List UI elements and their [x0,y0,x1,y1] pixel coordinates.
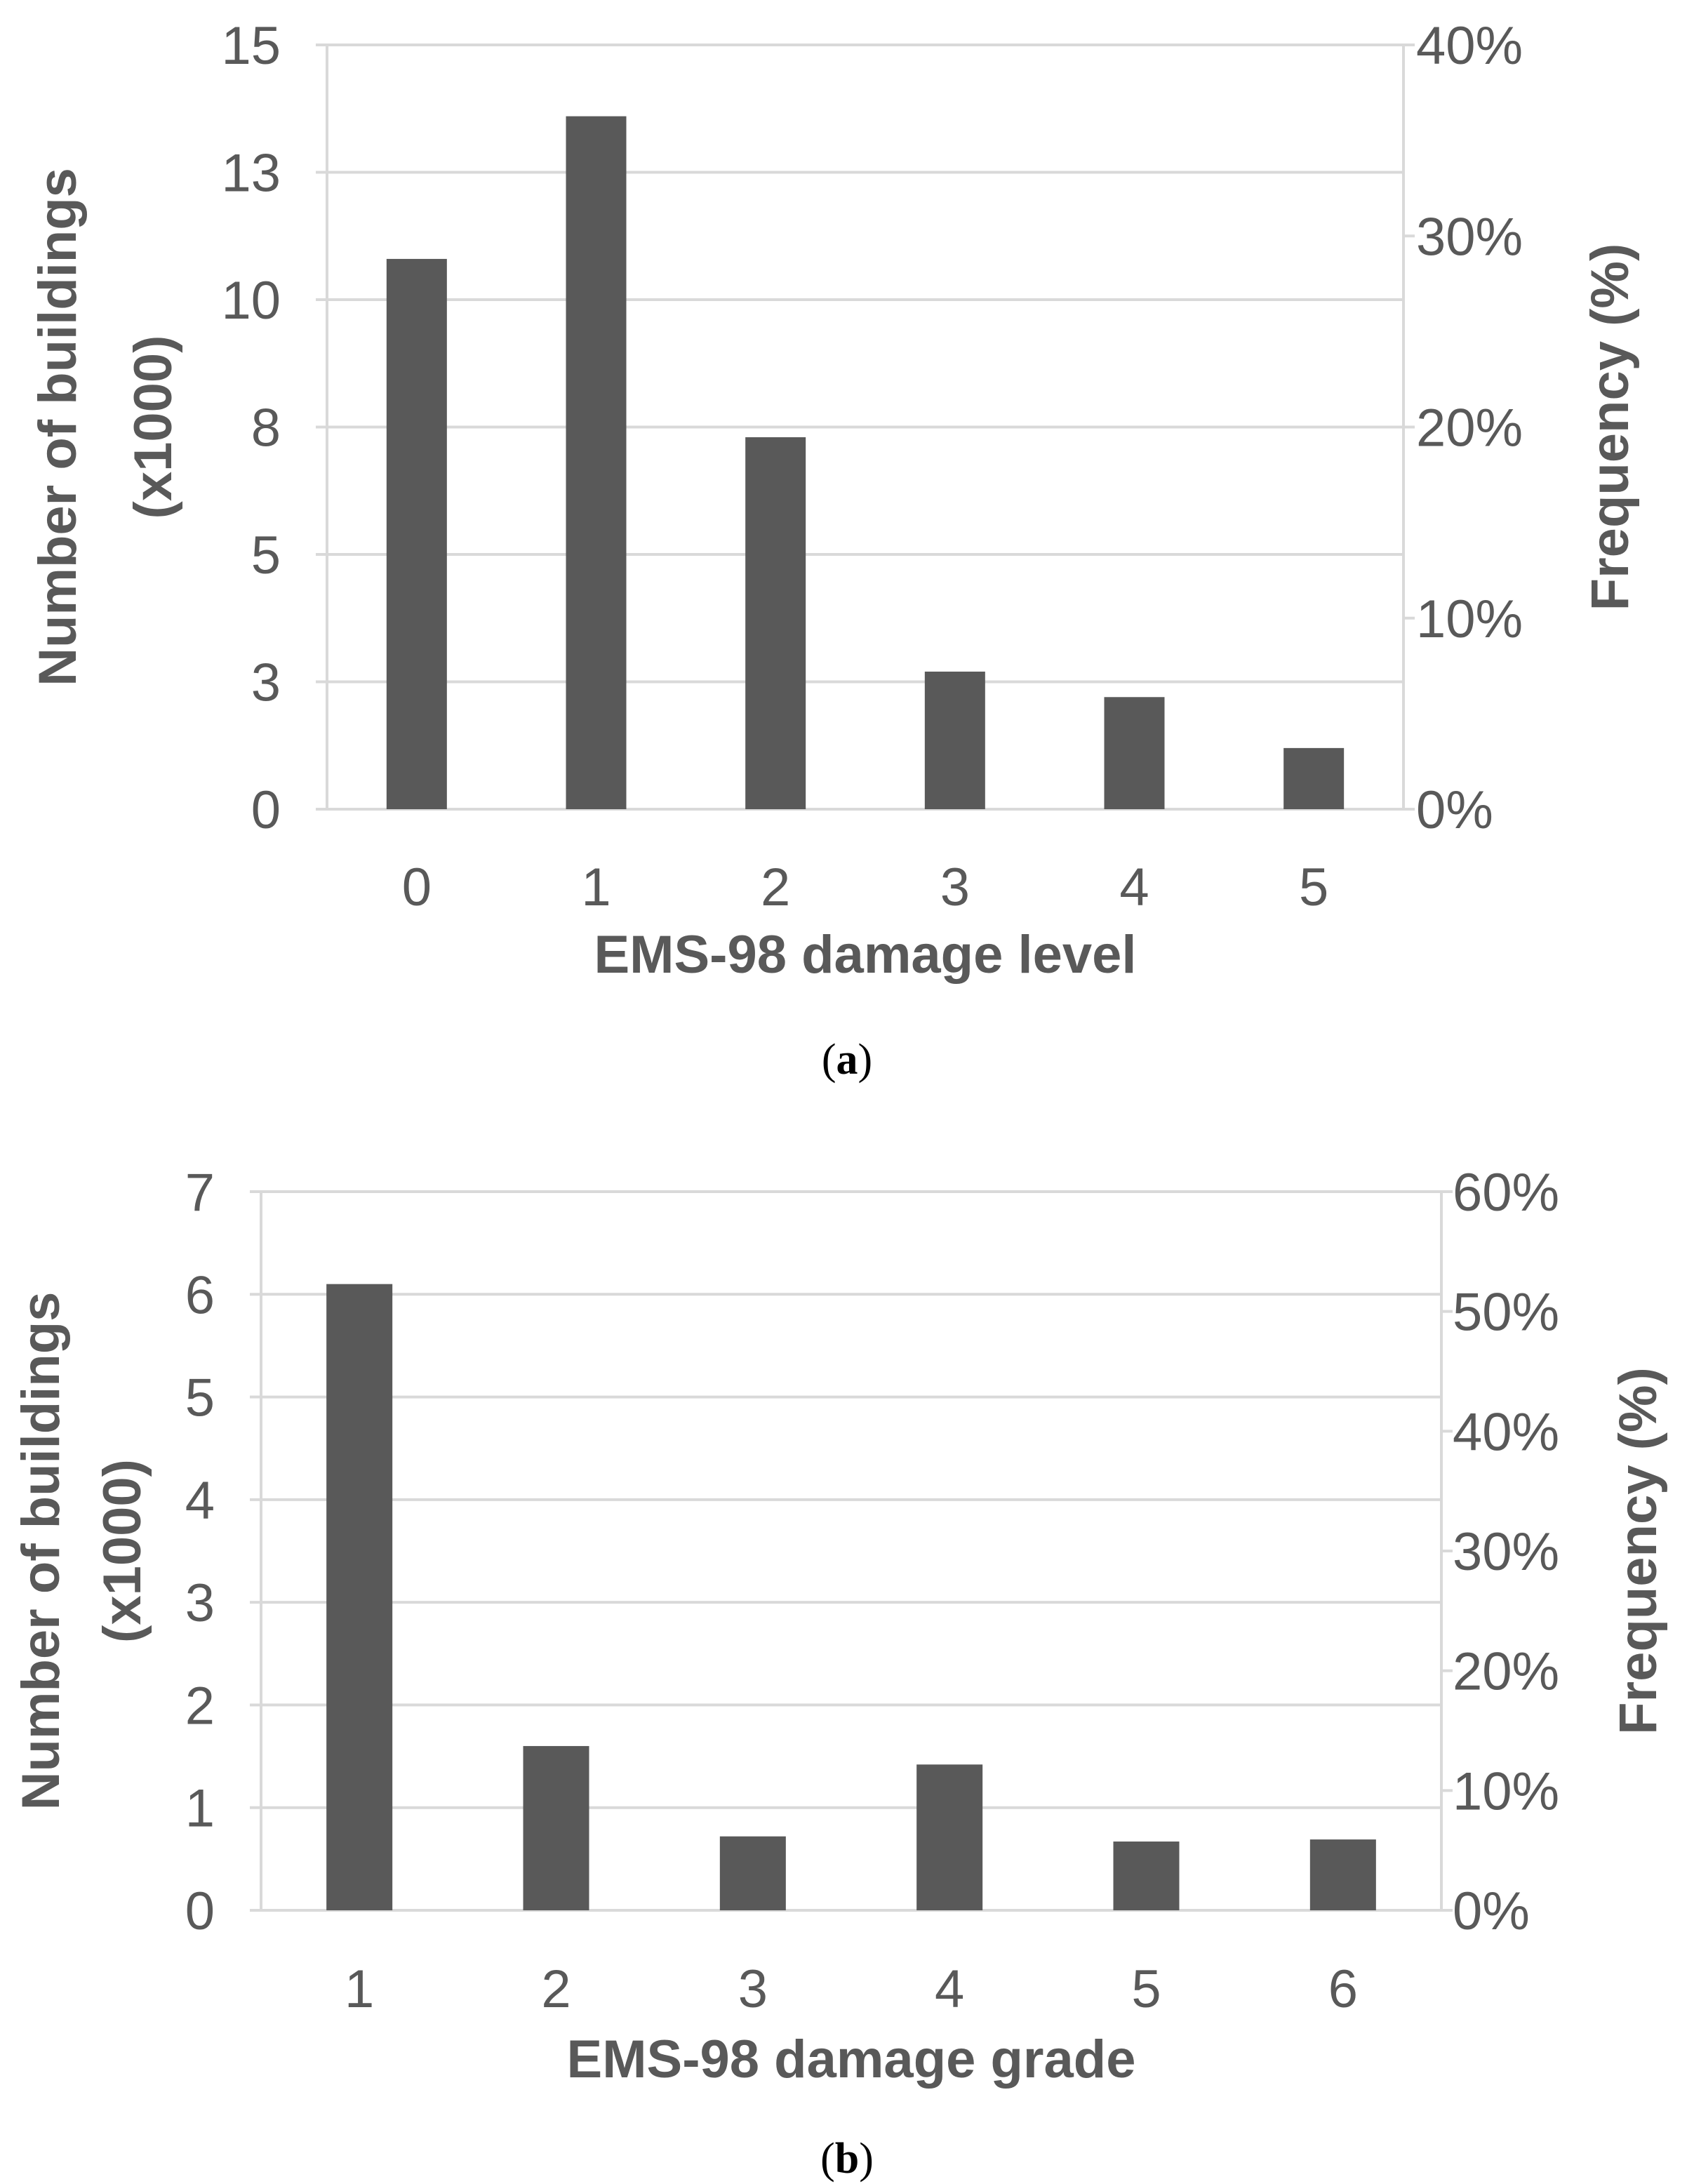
caption: (a) [822,1036,872,1084]
x-tick-label: 6 [1328,1959,1358,2019]
y-tick-label: 3 [251,653,281,713]
x-axis-title: EMS-98 damage level [594,925,1136,985]
caption-letter: b [835,2135,859,2183]
y2-tick-label: 30% [1453,1522,1559,1582]
y2-tick-label: 10% [1453,1762,1559,1821]
y-tick-label: 4 [185,1471,215,1531]
x-tick-label: 3 [940,858,970,917]
caption-open: ( [822,1036,836,1084]
x-tick-label: 3 [738,1959,768,2019]
caption-open: ( [820,2135,835,2183]
x-tick-label: 0 [402,858,432,917]
y-tick-label: 2 [185,1676,215,1736]
chart-b: 0 1 2 3 4 5 6 7 0% 10% 20% 30% 40% 50% 60% 1 2 3 4 5 6 EMS-98… [11,1163,1668,2183]
bar-6 [1309,1839,1376,1910]
caption: (b) [820,2135,874,2183]
y2-axis-title: Frequency (%) [1580,244,1640,611]
y2-axis-title: Frequency (%) [1608,1367,1668,1735]
y-tick-label: 3 [185,1573,215,1633]
bar-5 [1113,1841,1180,1910]
y2-tick-label: 0% [1416,780,1493,840]
y-tick-label: 0 [185,1882,215,1941]
x-tick-label: 2 [541,1959,571,2019]
y2-tick-label: 30% [1416,207,1523,267]
y-tick-label: 5 [251,526,281,585]
x-tick-label: 1 [345,1959,374,2019]
bar-3 [924,671,985,809]
x-tick-label: 5 [1131,1959,1161,2019]
x-axis-title: EMS-98 damage grade [567,2030,1136,2089]
y-tick-label: 10 [221,271,281,331]
caption-close: ) [859,2135,874,2183]
y-tick-label: 13 [221,144,281,204]
y2-tick-label: 20% [1416,399,1523,458]
y2-tick-label: 0% [1453,1882,1530,1941]
y2-tick-label: 40% [1453,1402,1559,1462]
bar-1 [326,1284,393,1910]
y2-tick-label: 10% [1416,590,1523,649]
bar-4 [1104,697,1165,809]
y-axis-title-line2: (x1000) [93,1459,152,1643]
y-tick-label: 15 [221,16,281,76]
chart-a: 0 3 5 8 10 13 15 0% 10% 20% 30% 40% 0 1 2 3 4 5 EMS-98 dam… [28,16,1640,1084]
caption-letter: a [836,1036,858,1084]
bar-3 [719,1836,786,1910]
y-axis-title-line2: (x1000) [124,335,183,519]
bar-2 [745,437,806,809]
x-tick-label: 1 [581,858,611,917]
y-tick-label: 5 [185,1369,215,1428]
y2-tick-label: 60% [1453,1163,1559,1223]
bar-1 [566,116,627,809]
x-tick-label: 4 [1119,858,1149,917]
y-tick-label: 0 [251,780,281,840]
y-axis-title-line1: Number of buildings [11,1292,71,1811]
y2-tick-label: 50% [1453,1283,1559,1343]
x-tick-label: 5 [1299,858,1328,917]
y-tick-label: 6 [185,1265,215,1325]
bar-0 [386,258,447,809]
y-tick-label: 1 [185,1779,215,1839]
y2-tick-label: 20% [1453,1642,1559,1702]
bar-5 [1283,747,1345,809]
x-tick-label: 2 [761,858,790,917]
y-tick-label: 8 [251,399,281,458]
bar-4 [916,1764,983,1910]
y-axis-title-line1: Number of buildings [28,168,88,686]
y-tick-label: 7 [185,1163,215,1223]
caption-close: ) [858,1036,873,1084]
y2-tick-label: 40% [1416,16,1523,76]
bar-2 [523,1745,589,1910]
x-tick-label: 4 [935,1959,964,2019]
